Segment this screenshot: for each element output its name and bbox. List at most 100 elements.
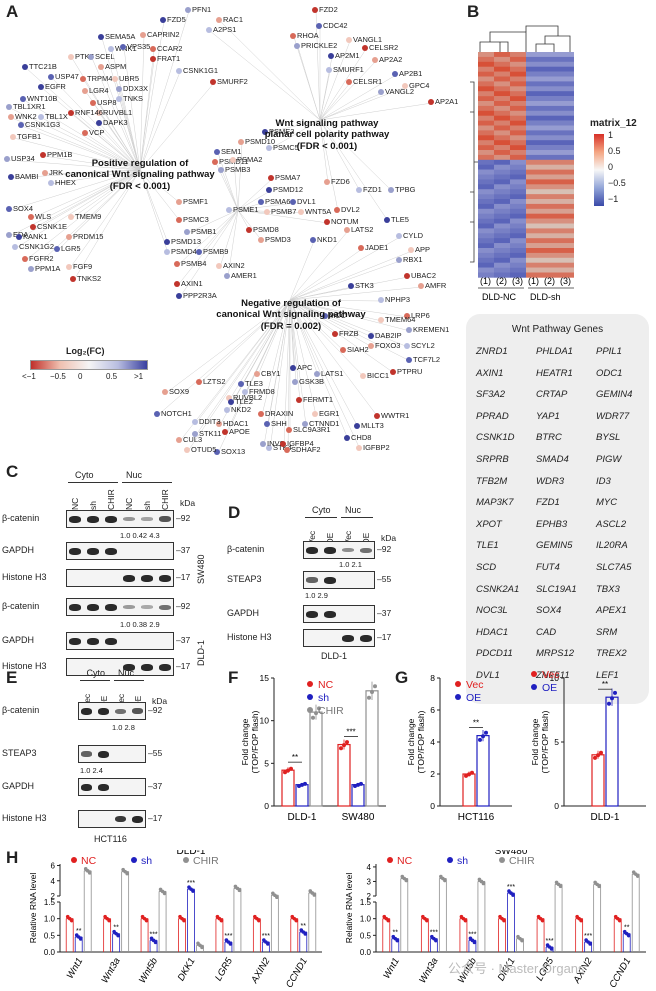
wnt-gene: WDR77: [596, 410, 630, 422]
heatmap-cell: [558, 257, 574, 263]
gene-node-dot: [112, 76, 118, 82]
gene-node-label: STK3: [355, 281, 374, 290]
gene-node-label: PSMD13: [171, 237, 202, 246]
data-point: [78, 937, 83, 941]
y-tick-label: 1.0: [44, 915, 56, 924]
heatmap-cell: [478, 96, 494, 102]
gene-node-label: PSMA7: [275, 173, 301, 182]
heatmap-cell: [542, 61, 558, 67]
y-tick-label: 3: [367, 877, 372, 886]
gene-node-dot: [406, 357, 412, 363]
heatmap-cell: [478, 135, 494, 141]
heatmap-cell: [542, 223, 558, 229]
gene-node-dot: [22, 64, 28, 70]
category-label: CCND1: [284, 956, 310, 990]
blot-band: [141, 517, 153, 521]
chart-title: SW480: [495, 850, 528, 857]
y-tick-label: 2: [367, 892, 372, 901]
category-label: LGR5: [213, 955, 235, 983]
gene-node-dot: [120, 44, 126, 50]
data-point: [579, 918, 583, 923]
gene-node-label: WNK1: [115, 44, 137, 53]
heatmap-cell: [526, 189, 542, 195]
gene-node-dot: [18, 122, 24, 128]
heatmap-cell: [478, 52, 494, 58]
gene-node-label: PRICKLE2: [301, 41, 338, 50]
heatmap-cell: [542, 257, 558, 263]
network-edge: [177, 209, 239, 266]
heatmap-cell: [478, 223, 494, 229]
wnt-gene: PPRAD: [476, 410, 509, 422]
heatmap-cell: [510, 61, 526, 67]
gene-node-dot: [12, 244, 18, 250]
gene-node-label: FGFR2: [29, 254, 54, 263]
heatmap-cell: [494, 101, 510, 107]
network-edge: [289, 299, 411, 362]
gene-node-label: CAPRIN2: [147, 30, 180, 39]
y-tick-label: 0.5: [44, 931, 56, 940]
heatmap-cell: [494, 105, 510, 112]
heatmap-cell: [478, 272, 494, 278]
gene-node-label: PTK7: [75, 52, 94, 61]
heatmap-cell: [526, 81, 542, 87]
wnt-gene-list: ZNRD1 AXIN1 SF3A2 PPRAD CSNK1D SRPRB TFB2M MAP3…: [466, 314, 649, 704]
blot-quantification: 1.0 2.8: [112, 723, 135, 732]
gene-node-dot: [356, 187, 362, 193]
y-axis-label-line: (TOP/FOP flash): [540, 710, 550, 773]
network-edge: [31, 169, 141, 219]
gene-node-dot: [348, 283, 354, 289]
gene-node-dot: [82, 130, 88, 136]
heatmap-panel: (1) (2) (3) (1) (2) (3) DLD-NC DLD-sh matrix_12…: [470, 22, 654, 312]
heatmap-cell: [478, 56, 494, 63]
blot-group-label: Cyto: [312, 505, 331, 515]
heatmap-cell: [510, 184, 526, 190]
gene-node-dot: [396, 233, 402, 239]
heatmap-cell: [478, 213, 494, 219]
gene-node-dot: [260, 441, 266, 447]
blot-strip: [66, 632, 174, 650]
gene-node-label: STK11: [199, 429, 222, 438]
gene-node-dot: [396, 257, 402, 263]
heatmap-cell: [526, 228, 542, 234]
wnt-gene: TFB2M: [476, 475, 508, 487]
lane-label: sh: [88, 501, 98, 510]
heatmap-cell: [510, 257, 526, 263]
heatmap-cell: [494, 125, 510, 131]
significance-label: ***: [430, 930, 438, 937]
network-edge: [179, 299, 291, 442]
gene-node-label: LATS1: [321, 369, 344, 378]
network-edge: [217, 299, 291, 454]
heatmap-cell: [494, 223, 510, 229]
legend-label: sh: [457, 855, 468, 867]
heatmap-cell: [494, 252, 510, 259]
data-point: [481, 881, 486, 886]
wnt-gene: ODC1: [596, 367, 623, 379]
y-axis-label-line: (TOP/FOP flash): [416, 710, 426, 773]
heatmap-cell: [558, 164, 574, 170]
network-edge: [289, 299, 409, 348]
blot-band: [105, 547, 117, 555]
gene-node-dot: [344, 227, 350, 233]
gene-node-label: PSMF1: [183, 197, 209, 206]
heatmap-cell: [526, 174, 542, 180]
network-edge: [99, 113, 141, 171]
gene-node-label: TLE3: [245, 379, 263, 388]
significance-label: ***: [346, 728, 355, 737]
gene-node-label: VANGL2: [385, 87, 415, 96]
wnt-gene: SLC7A5: [596, 562, 632, 573]
gene-node-label: PSMB7: [271, 207, 297, 216]
gene-node-dot: [392, 71, 398, 77]
bar: [351, 784, 365, 807]
network-edge: [289, 299, 301, 402]
heatmap-cell: [478, 159, 494, 165]
heatmap-cell: [510, 52, 526, 58]
heatmap-cell: [510, 223, 526, 229]
gene-node-label: VANGL1: [353, 35, 383, 44]
data-point: [635, 874, 640, 878]
heatmap-tick-label: −1: [608, 194, 619, 204]
gene-node-label: SEM1: [221, 147, 242, 156]
heatmap-col-label: (1): [528, 276, 539, 286]
gene-node-label: AP2M1: [335, 51, 360, 60]
heatmap-cell: [478, 76, 494, 82]
mw-marker: –92: [377, 544, 392, 554]
